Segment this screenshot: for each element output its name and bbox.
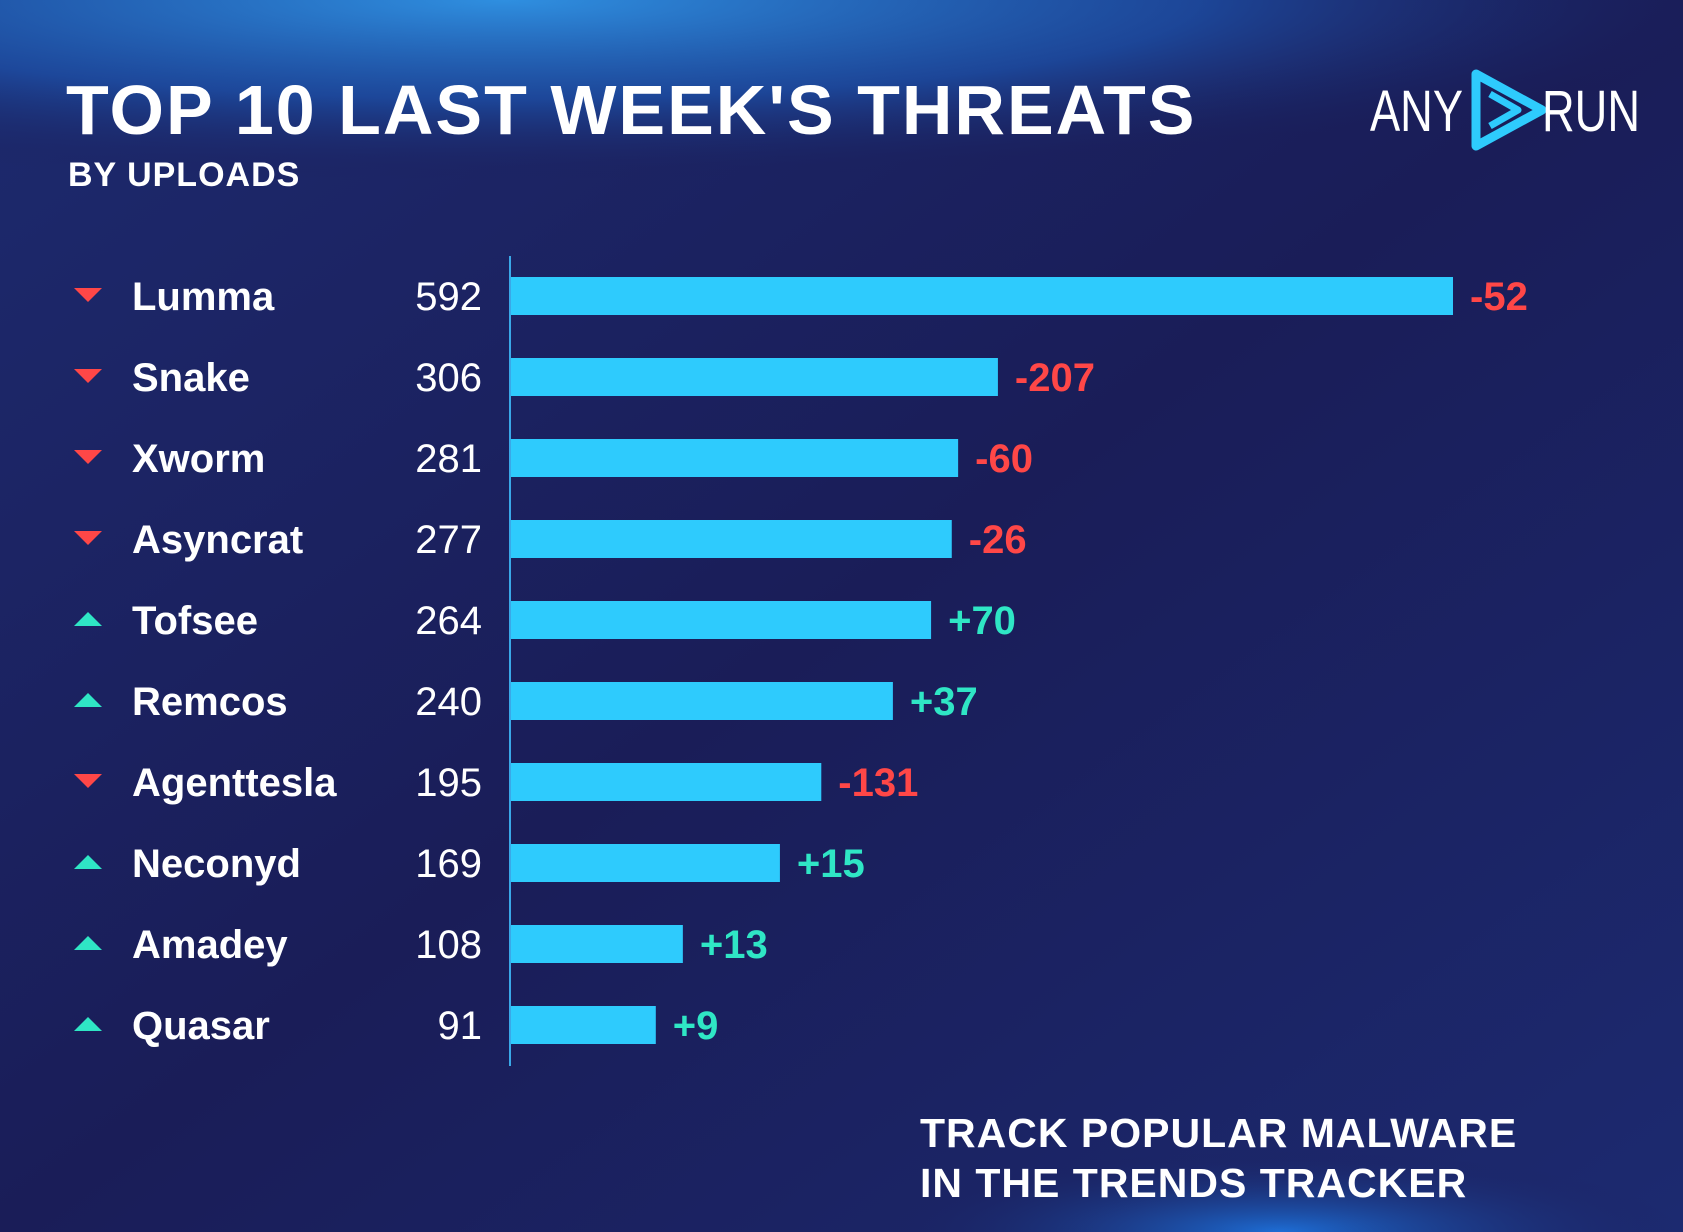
bar bbox=[511, 1006, 656, 1044]
trend-up-icon bbox=[74, 936, 102, 950]
change-label: -60 bbox=[975, 437, 1033, 481]
trend-down-icon bbox=[74, 774, 102, 788]
trend-down-icon bbox=[74, 450, 102, 464]
page-title: TOP 10 LAST WEEK'S THREATS bbox=[66, 71, 1197, 149]
callout-line-2: IN THE TRENDS TRACKER bbox=[920, 1160, 1468, 1206]
category-label: Neconyd bbox=[132, 842, 301, 886]
trend-up-icon bbox=[74, 1017, 102, 1031]
change-label: -26 bbox=[969, 518, 1027, 562]
category-label: Asyncrat bbox=[132, 518, 303, 562]
trend-down-icon bbox=[74, 369, 102, 383]
change-label: -207 bbox=[1015, 356, 1095, 400]
threats-bar-chart: Lumma 592 -52 Snake 306 -207 Xworm 281 -60 Asyncr… bbox=[74, 256, 1528, 1066]
trends-tracker-callout: TRACK POPULAR MALWARE IN THE TRENDS TRAC… bbox=[920, 1108, 1517, 1208]
logo-left-text: ANY bbox=[1370, 79, 1464, 144]
change-label: -52 bbox=[1470, 275, 1528, 319]
bar bbox=[511, 844, 780, 882]
callout-line-1: TRACK POPULAR MALWARE bbox=[920, 1110, 1518, 1156]
play-triangle-icon bbox=[1471, 69, 1547, 151]
change-label: -131 bbox=[838, 761, 918, 805]
category-label: Snake bbox=[132, 356, 250, 400]
change-label: +9 bbox=[673, 1004, 719, 1048]
category-label: Amadey bbox=[132, 923, 288, 967]
value-label: 264 bbox=[415, 599, 482, 643]
bar bbox=[511, 763, 822, 801]
page-subtitle: BY UPLOADS bbox=[68, 156, 301, 194]
change-label: +13 bbox=[700, 923, 768, 967]
change-label: +70 bbox=[948, 599, 1016, 643]
category-label: Agenttesla bbox=[132, 761, 337, 805]
value-label: 108 bbox=[415, 923, 482, 967]
category-label: Tofsee bbox=[132, 599, 258, 643]
category-label: Lumma bbox=[132, 275, 275, 319]
category-label: Xworm bbox=[132, 437, 265, 481]
bar bbox=[511, 439, 959, 477]
trend-down-icon bbox=[74, 531, 102, 545]
any-run-logo: ANY RUN bbox=[1370, 64, 1640, 154]
value-label: 240 bbox=[415, 680, 482, 724]
trend-down-icon bbox=[74, 288, 102, 302]
value-label: 195 bbox=[415, 761, 482, 805]
change-label: +15 bbox=[797, 842, 865, 886]
bar bbox=[511, 601, 932, 639]
value-label: 592 bbox=[415, 275, 482, 319]
trend-up-icon bbox=[74, 612, 102, 626]
bar bbox=[511, 358, 998, 396]
bar bbox=[511, 682, 893, 720]
value-label: 277 bbox=[415, 518, 482, 562]
category-label: Quasar bbox=[132, 1004, 270, 1048]
value-label: 169 bbox=[415, 842, 482, 886]
change-label: +37 bbox=[910, 680, 978, 724]
value-label: 91 bbox=[438, 1004, 483, 1048]
trend-up-icon bbox=[74, 855, 102, 869]
bar bbox=[511, 520, 952, 558]
value-label: 306 bbox=[415, 356, 482, 400]
bar bbox=[511, 925, 683, 963]
logo-right-text: RUN bbox=[1542, 79, 1641, 144]
bar bbox=[511, 277, 1453, 315]
value-label: 281 bbox=[415, 437, 482, 481]
category-label: Remcos bbox=[132, 680, 288, 724]
trend-up-icon bbox=[74, 693, 102, 707]
